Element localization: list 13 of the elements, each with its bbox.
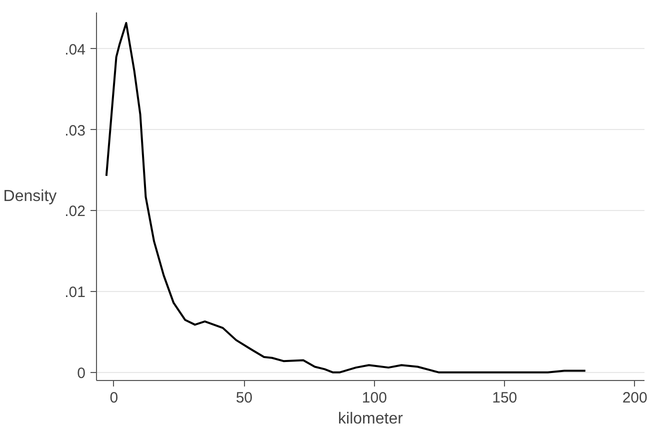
x-tick-label: 0 bbox=[110, 390, 118, 406]
y-tick-label: .03 bbox=[64, 122, 86, 140]
x-tick-label: 200 bbox=[622, 390, 648, 406]
y-tick-label: .02 bbox=[64, 203, 86, 220]
line-series bbox=[105, 22, 586, 374]
y-tick-label: 0 bbox=[77, 364, 86, 382]
x-tick-label: 100 bbox=[362, 390, 387, 406]
x-axis-title: kilometer bbox=[338, 410, 404, 428]
x-tick-label: 150 bbox=[492, 390, 518, 406]
y-axis-title: Density bbox=[3, 188, 57, 205]
y-tick-label: .04 bbox=[64, 41, 86, 58]
x-tick-label: 50 bbox=[236, 390, 253, 406]
y-tick-label: .01 bbox=[64, 284, 86, 302]
